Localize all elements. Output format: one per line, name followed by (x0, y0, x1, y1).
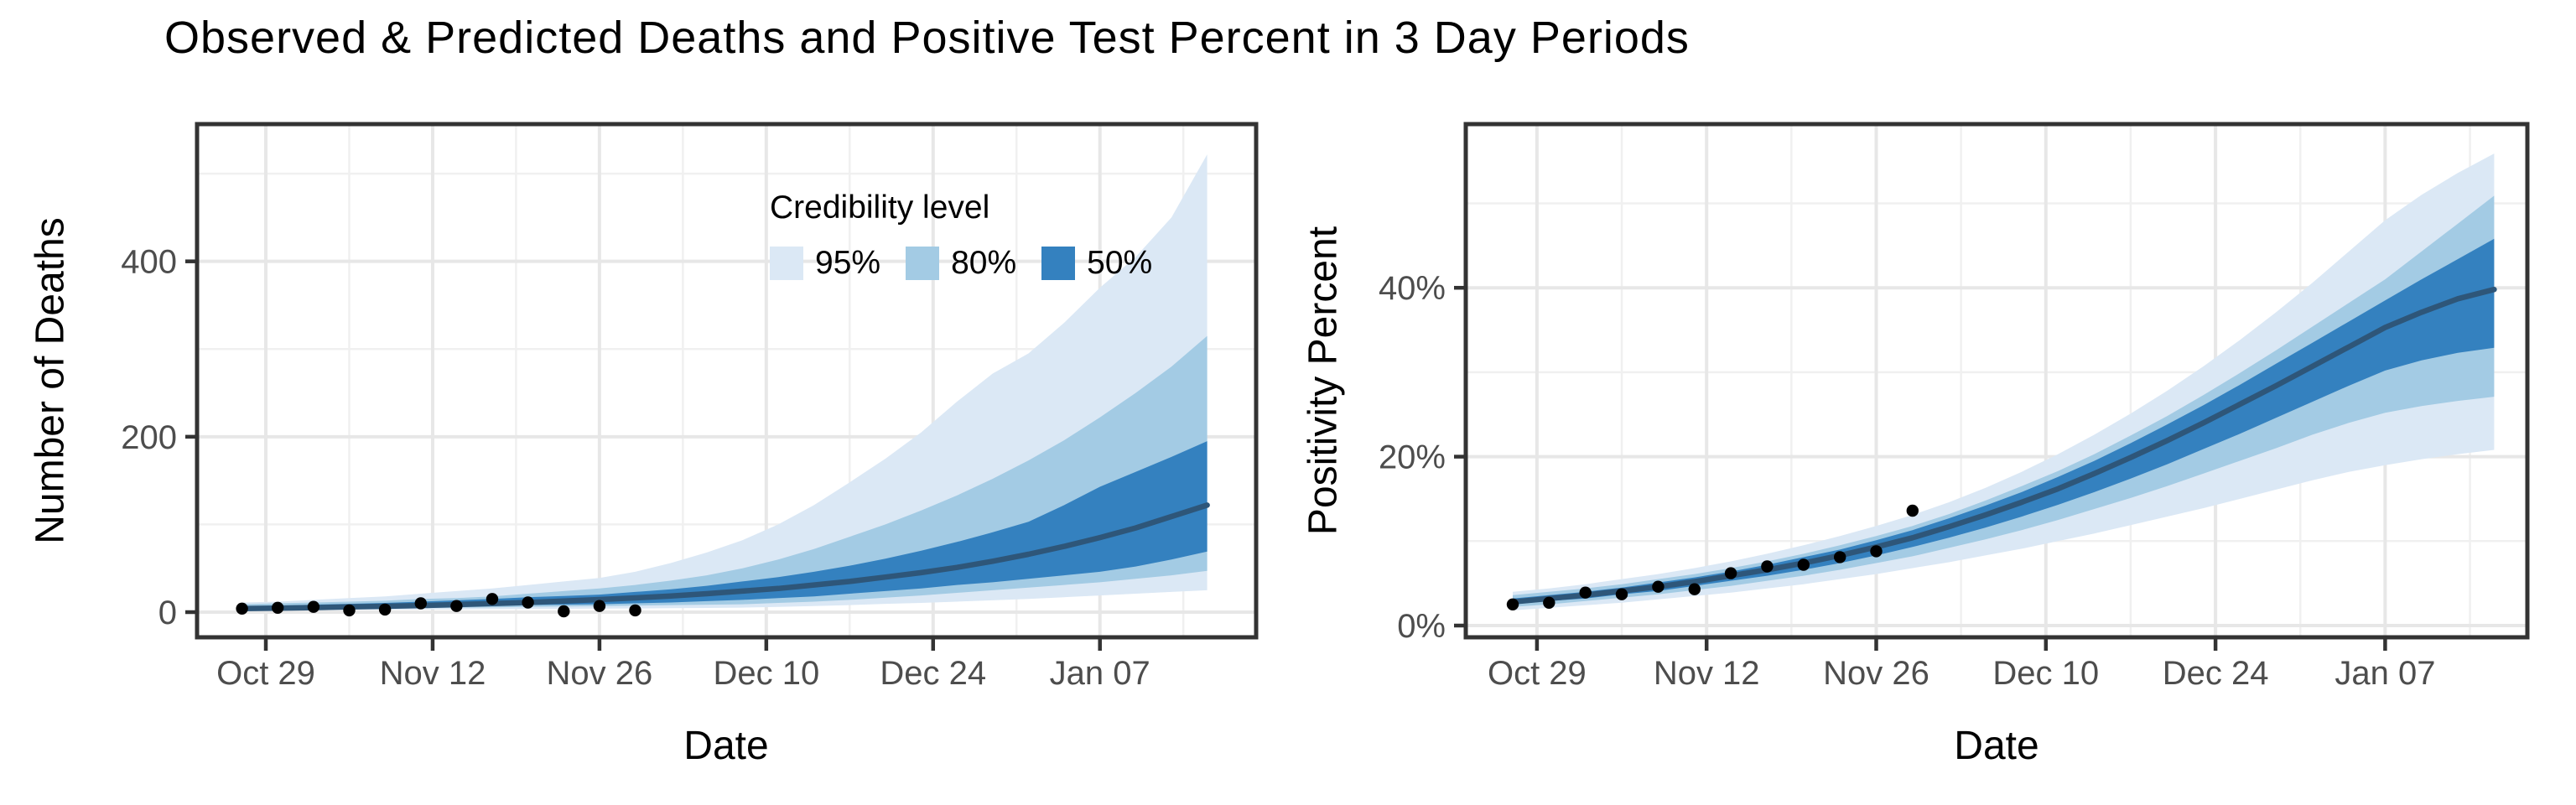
legend-item-80: 80% (906, 245, 1016, 282)
observed-point (414, 597, 427, 610)
panel-deaths: Oct 29 Nov 12 Nov 26 Dec 10 Dec 24 Jan 07 0 200… (121, 122, 1259, 692)
right-x-axis-title: Date (1954, 724, 2039, 768)
observed-point (1724, 567, 1737, 579)
observed-point (236, 602, 248, 615)
x-tick-label: Nov 26 (1823, 655, 1929, 692)
median-line (1509, 286, 2497, 605)
x-tick-label: Nov 12 (380, 655, 486, 692)
observed-point (486, 593, 499, 605)
observed-point (629, 604, 641, 617)
observed-point (307, 600, 320, 613)
observed-point (1652, 580, 1665, 593)
observed-point (378, 603, 392, 616)
y-tick-label: 200 (121, 419, 177, 456)
x-tick-label: Jan 07 (2334, 655, 2435, 692)
observed-point (450, 600, 463, 612)
right-y-axis-title: Positivity Percent (1301, 226, 1346, 536)
ci50-swatch-icon (1041, 247, 1076, 280)
credibility-legend: Credibility level 95% 80% 50% (770, 190, 1152, 282)
x-tick-label: Dec 10 (713, 655, 819, 692)
observed-point (1688, 583, 1701, 595)
observed-points (236, 593, 641, 618)
observed-point (1834, 551, 1846, 564)
observed-point (1906, 504, 1919, 517)
legend-item-95: 95% (770, 245, 880, 282)
legend-title: Credibility level (770, 190, 990, 226)
legend-row: 95% 80% 50% (770, 245, 1152, 282)
observed-point (522, 596, 534, 609)
panel-border (195, 122, 1259, 640)
x-tick-label: Oct 29 (1488, 655, 1587, 692)
y-tick-label: 400 (121, 244, 177, 281)
ci80-swatch-icon (906, 247, 940, 280)
panel-border (1463, 122, 2530, 640)
observed-point (1543, 596, 1555, 609)
x-tick-label: Dec 10 (1992, 655, 2099, 692)
x-tick-label: Oct 29 (216, 655, 315, 692)
ci95-ribbon (1513, 153, 2495, 610)
x-tick-label: Dec 24 (2163, 655, 2269, 692)
observed-point (1506, 598, 1519, 610)
y-tick-label: 0 (158, 595, 177, 631)
observed-point (1579, 586, 1592, 599)
legend-item-50: 50% (1041, 245, 1152, 282)
x-tick-label: Jan 07 (1050, 655, 1150, 692)
x-tick-label: Nov 26 (547, 655, 653, 692)
observed-points (1506, 504, 1919, 610)
x-tick-label: Dec 24 (880, 655, 986, 692)
y-tick-label: 20% (1379, 439, 1446, 476)
ci95-swatch-icon (770, 247, 803, 280)
observed-point (343, 604, 356, 617)
observed-point (1870, 545, 1883, 558)
observed-point (1761, 560, 1774, 573)
observed-point (593, 600, 606, 612)
median-line (239, 502, 1210, 612)
x-tick-label: Nov 12 (1654, 655, 1760, 692)
observed-point (272, 601, 284, 614)
observed-point (1797, 558, 1810, 571)
observed-point (558, 605, 570, 618)
chart-title: Observed & Predicted Deaths and Positive… (164, 13, 1690, 63)
y-tick-label: 0% (1397, 608, 1446, 645)
left-x-axis-title: Date (683, 724, 769, 768)
axis-ticks: Oct 29 Nov 12 Nov 26 Dec 10 Dec 24 Jan 07 0 200… (121, 244, 1150, 692)
y-tick-label: 40% (1379, 270, 1446, 307)
left-y-axis-title: Number of Deaths (28, 217, 73, 544)
axis-ticks: Oct 29 Nov 12 Nov 26 Dec 10 Dec 24 Jan 07 0% 20… (1379, 270, 2436, 692)
observed-point (1615, 588, 1628, 600)
panel-positivity: Oct 29 Nov 12 Nov 26 Dec 10 Dec 24 Jan 07 0% 20… (1379, 122, 2530, 692)
